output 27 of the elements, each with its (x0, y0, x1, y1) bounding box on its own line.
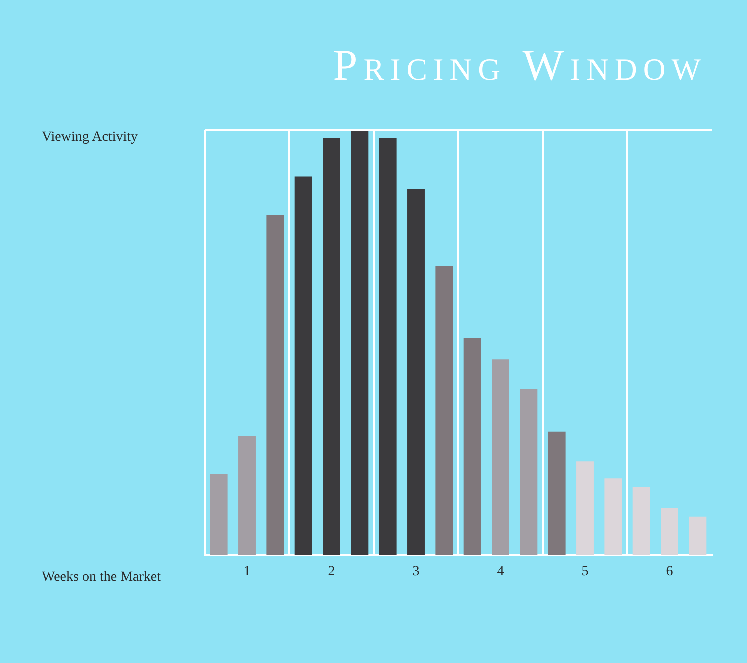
y-axis-title: Viewing Activity (42, 130, 138, 146)
x-tick-label: 2 (328, 564, 336, 580)
bar (436, 266, 454, 556)
bar (294, 176, 312, 556)
bar (323, 138, 340, 556)
bar (492, 360, 510, 556)
bar (548, 432, 566, 556)
bar (379, 138, 397, 556)
bar (604, 478, 622, 556)
bar (210, 474, 228, 556)
bar (520, 389, 538, 556)
x-tick-label: 5 (582, 564, 589, 580)
bar (266, 215, 284, 556)
bar (632, 487, 650, 556)
bar (238, 436, 256, 556)
bar (661, 508, 678, 556)
bar (408, 190, 425, 556)
bar (464, 338, 482, 556)
bar (689, 516, 707, 556)
x-tick-label: 1 (244, 564, 251, 580)
x-axis-title: Weeks on the Market (42, 570, 161, 586)
x-tick-label: 4 (497, 564, 504, 580)
chart-title: Pricing Window (333, 40, 707, 91)
bar (576, 462, 594, 556)
x-tick-label: 6 (666, 564, 674, 580)
bar (351, 130, 369, 556)
x-tick-label: 3 (412, 564, 420, 580)
